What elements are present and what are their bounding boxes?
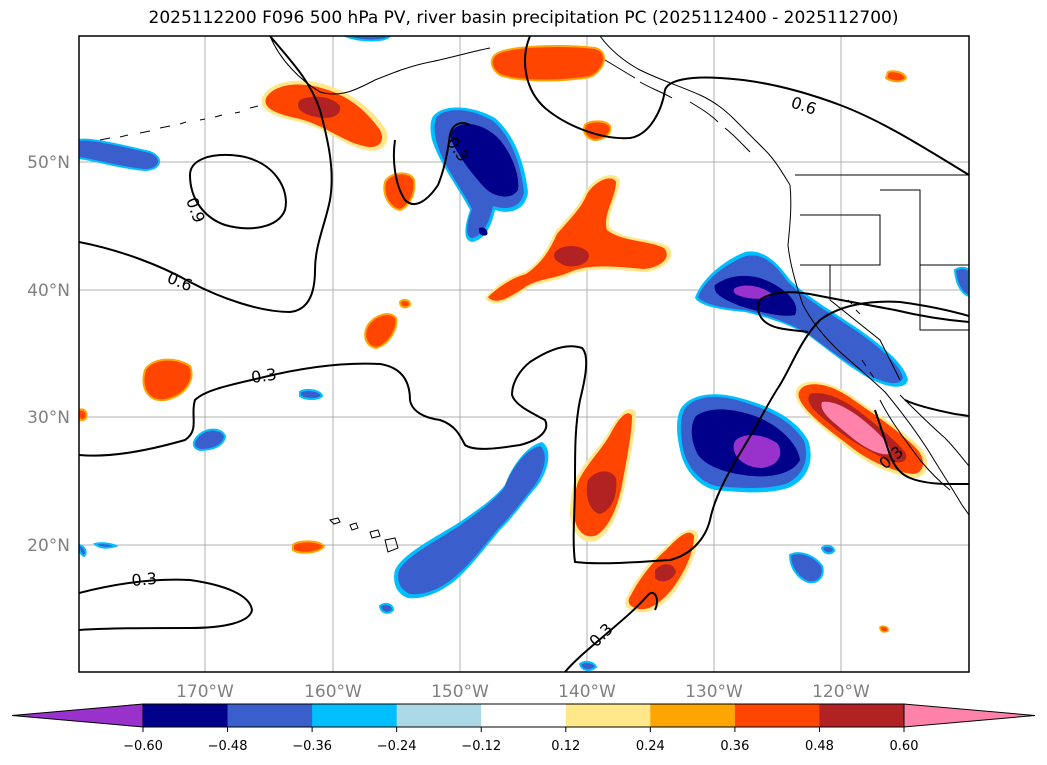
contour-0-3-south xyxy=(564,591,658,672)
colorbar-ticks: −0.60 −0.48 −0.36 −0.24 −0.12 0.12 0.24 0.36 0.4… xyxy=(123,727,918,754)
anomaly-blob-small-f xyxy=(292,540,326,554)
colorbar-segment xyxy=(565,704,651,727)
lon-label-160w: 160°W xyxy=(304,682,362,702)
coast-fragment-a xyxy=(604,59,751,153)
colorbar-tick-label: 0.24 xyxy=(636,739,665,754)
colorbar-outline xyxy=(142,703,905,728)
hawaii-islands xyxy=(329,517,399,553)
latitude-labels: 50°N 40°N 30°N 20°N xyxy=(27,153,70,556)
lon-label-120w: 120°W xyxy=(812,682,870,702)
colorbar-tick-label: 0.48 xyxy=(805,739,834,754)
colorbar-segment xyxy=(481,704,567,727)
colorbar-tick-label: 0.36 xyxy=(720,739,749,754)
anomaly-blob-top-middle xyxy=(490,45,605,82)
lat-label-40n: 40°N xyxy=(27,281,70,301)
pv-contours xyxy=(79,36,969,672)
anomaly-blob-small-b xyxy=(884,70,908,83)
colorbar-tick-label: −0.48 xyxy=(208,739,248,754)
anomaly-blob-small-m xyxy=(378,602,395,614)
contour-label-0-3-mid: 0.3 xyxy=(250,365,278,387)
anomaly-blob-west-30n xyxy=(142,358,193,402)
state-border-a xyxy=(800,214,881,266)
anomaly-blob-central xyxy=(485,175,672,304)
contour-0-6-east xyxy=(757,291,969,333)
colorbar-extend-low xyxy=(11,703,144,728)
map-title: 2025112200 F096 500 hPa PV, river basin … xyxy=(148,8,899,28)
coastlines xyxy=(99,36,969,553)
anomaly-blob-small-g xyxy=(192,428,227,452)
baja-peninsula xyxy=(879,394,969,491)
colorbar-segment xyxy=(396,704,482,727)
contour-0-3-south-west xyxy=(79,578,254,631)
positive-anomalies xyxy=(79,45,928,633)
contour-0-3-east xyxy=(777,300,969,389)
colorbar-tick-label: −0.36 xyxy=(292,739,332,754)
lat-label-30n: 30°N xyxy=(27,408,70,428)
state-border-b xyxy=(880,189,969,331)
alaska-coast xyxy=(269,36,791,186)
colorbar-segment xyxy=(819,704,905,727)
anomaly-blob-east-edge xyxy=(953,266,969,298)
anomaly-blob-small-j xyxy=(820,544,836,555)
map-frame xyxy=(78,35,970,673)
anomaly-blob-baja xyxy=(795,381,928,478)
contour-0-3-mid xyxy=(79,345,779,565)
colorbar-segment xyxy=(734,704,820,727)
lon-label-130w: 130°W xyxy=(685,682,743,702)
contour-0-3-baja xyxy=(874,409,969,485)
colorbar-segment xyxy=(650,704,736,727)
anomaly-blob-nw xyxy=(79,138,160,172)
colorbar-tick-label: −0.60 xyxy=(123,739,163,754)
map-area: 0.6 0.3 0.9 0.6 0.3 0.3 0.3 0.3 xyxy=(79,36,969,672)
contour-0-3-coast xyxy=(904,399,969,417)
colorbar-segment xyxy=(227,704,313,727)
contour-0-6-north xyxy=(524,36,969,176)
lon-label-140w: 140°W xyxy=(558,682,616,702)
anomaly-blob-tiny xyxy=(879,625,889,633)
anomaly-blob-small-n xyxy=(578,660,598,672)
anomaly-blob-small-d xyxy=(364,313,398,350)
north-america-west-coast xyxy=(787,184,969,516)
anomaly-blob-north-pacific xyxy=(430,107,528,242)
anomaly-blob-subtropical xyxy=(677,394,811,493)
aleutian-islands xyxy=(99,105,259,141)
state-border-c xyxy=(829,265,901,381)
longitude-labels: 170°W 160°W 150°W 140°W 130°W 120°W xyxy=(176,682,870,702)
anomaly-blob-tiny-a xyxy=(478,227,488,236)
contour-0-6-west xyxy=(79,36,333,314)
anomaly-blob-small-k xyxy=(93,542,119,549)
anomaly-blob-edge xyxy=(79,408,88,422)
colorbar-tick-label: 0.12 xyxy=(551,739,580,754)
contour-0-9-west xyxy=(188,154,287,230)
anomaly-blob-small-i xyxy=(788,552,824,584)
anomaly-blob-small-e xyxy=(398,298,412,309)
contour-0-3-north xyxy=(392,122,471,205)
lat-label-50n: 50°N xyxy=(27,153,70,173)
colorbar-segments xyxy=(11,703,1036,728)
colorbar: −0.60 −0.48 −0.36 −0.24 −0.12 0.12 0.24 0.36 0.4… xyxy=(11,703,1036,754)
anomaly-blob-south-central xyxy=(570,408,636,542)
lon-label-150w: 150°W xyxy=(431,682,489,702)
colorbar-tick-label: −0.12 xyxy=(461,739,501,754)
anomaly-blob-south xyxy=(625,529,698,613)
contour-label-0-3-south-west: 0.3 xyxy=(131,569,158,590)
negative-anomalies xyxy=(79,36,969,672)
anomaly-blob-hawaii-band xyxy=(394,442,549,599)
anomaly-blob-west-coast xyxy=(695,251,908,387)
colorbar-extend-high xyxy=(903,703,1036,728)
colorbar-segment xyxy=(312,704,398,727)
lon-label-170w: 170°W xyxy=(176,682,234,702)
lat-label-20n: 20°N xyxy=(27,536,70,556)
anomaly-blob-small-h xyxy=(299,388,324,400)
colorbar-tick-label: −0.24 xyxy=(377,739,417,754)
colorbar-segment xyxy=(143,704,229,727)
colorbar-tick-label: 0.60 xyxy=(890,739,919,754)
